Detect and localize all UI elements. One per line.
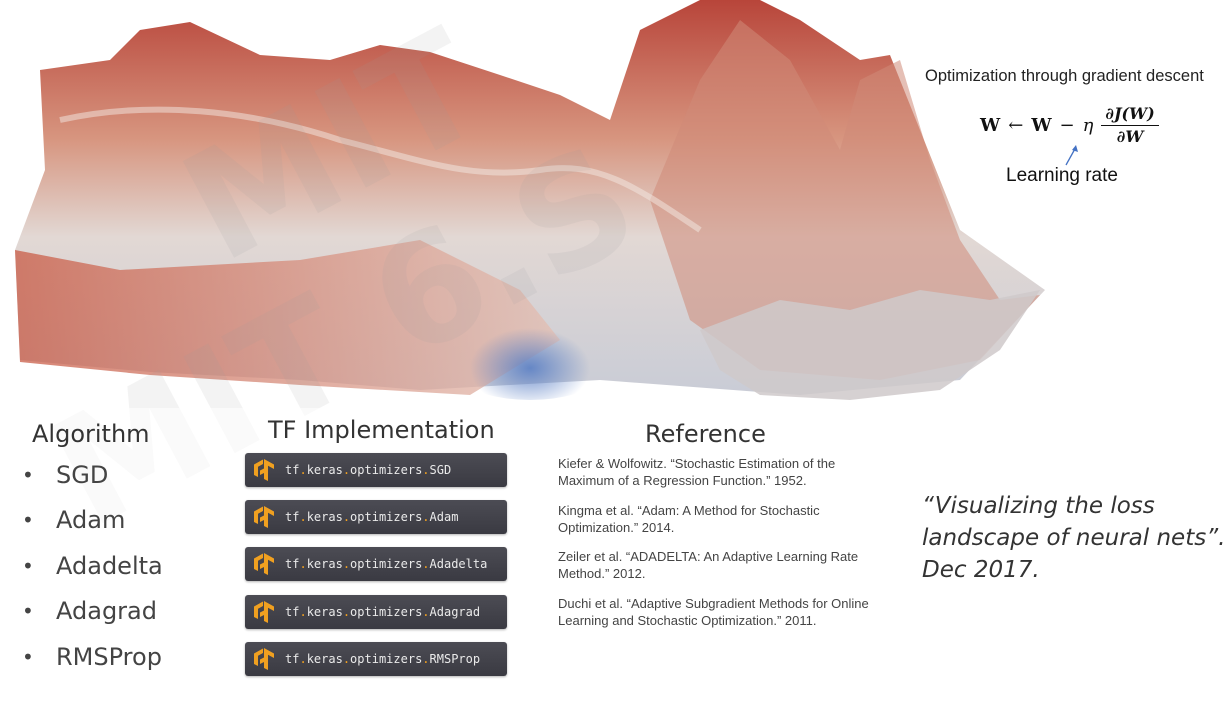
tf-code-badge: tf.keras.optimizers.Adam: [245, 500, 507, 535]
reference-list: Kiefer & Wolfowitz. “Stochastic Estimati…: [558, 455, 888, 641]
algorithm-name: Adam: [56, 506, 126, 535]
algorithm-list: • SGD • Adam • Adadelta • Adagrad • RMSProp: [22, 452, 163, 680]
reference-item: Duchi et al. “Adaptive Subgradient Metho…: [558, 595, 869, 628]
loss-landscape-illustration: [15, 0, 1045, 400]
landscape-valley: [410, 240, 650, 400]
formula-eta: η: [1082, 114, 1094, 136]
tf-code-text: tf.keras.optimizers.Adam: [285, 510, 459, 525]
formula-numerator: ∂J(W): [1101, 104, 1159, 126]
list-item: • RMSProp: [22, 634, 163, 680]
bullet: •: [22, 462, 34, 487]
tf-code-badge: tf.keras.optimizers.RMSProp: [245, 641, 507, 676]
list-item: • Adagrad: [22, 589, 163, 635]
tf-code-badge: tf.keras.optimizers.Adagrad: [245, 594, 507, 629]
tf-code-text: tf.keras.optimizers.SGD: [285, 463, 452, 477]
tensorflow-logo-icon: [254, 600, 274, 623]
reference-item: Kiefer & Wolfowitz. “Stochastic Estimati…: [558, 456, 836, 488]
algorithm-name: Adagrad: [56, 597, 157, 626]
reference-header: Reference: [645, 420, 766, 448]
tf-code-badge: tf.keras.optimizers.Adadelta: [245, 547, 507, 582]
formula-fraction: ∂J(W) ∂W: [1101, 104, 1159, 146]
formula-denominator: ∂W: [1116, 127, 1144, 146]
formula-rhs-w: W: [1031, 114, 1052, 136]
tf-code-badge: tf.keras.optimizers.SGD: [245, 453, 507, 487]
formula-arrow: ←: [1008, 114, 1024, 136]
tensorflow-logo-icon: [254, 459, 274, 481]
landscape-front-rocks: [700, 290, 1040, 400]
algorithm-name: Adadelta: [56, 551, 163, 580]
learning-rate-arrow-icon: [1065, 145, 1078, 166]
landscape-ridge-highlight: [59, 106, 702, 233]
algorithm-header: Algorithm: [32, 420, 150, 448]
tensorflow-logo-icon: [254, 553, 274, 576]
tf-code-text: tf.keras.optimizers.RMSProp: [285, 651, 481, 666]
gradient-descent-formula: W ← W − η ∂J(W) ∂W: [980, 104, 1159, 146]
tf-implementation-header: TF Implementation: [268, 416, 495, 444]
tensorflow-logo-icon: [254, 647, 274, 670]
reference-item: Zeiler et al. “ADADELTA: An Adaptive Lea…: [558, 549, 859, 582]
list-item: • Adam: [22, 498, 163, 544]
tensorflow-logo-icon: [254, 506, 274, 529]
bullet: •: [22, 553, 34, 578]
landscape-right-peaks: [650, 20, 1040, 380]
formula-lhs: W: [980, 114, 1001, 136]
tf-code-text: tf.keras.optimizers.Adagrad: [285, 604, 481, 619]
formula-minus: −: [1059, 114, 1075, 136]
bullet: •: [22, 599, 34, 624]
reference-item: Kingma et al. “Adam: A Method for Stocha…: [558, 502, 820, 535]
learning-rate-label: Learning rate: [1006, 165, 1118, 186]
tf-code-text: tf.keras.optimizers.Adadelta: [285, 557, 488, 572]
tf-implementation-list: tf.keras.optimizers.SGD tf.keras.optimiz…: [245, 453, 507, 689]
list-item: • SGD: [22, 452, 163, 498]
algorithm-name: SGD: [56, 460, 109, 489]
source-citation-quote: “Visualizing the loss landscape of neura…: [922, 493, 1226, 583]
bullet: •: [22, 644, 34, 669]
algorithm-name: RMSProp: [56, 642, 162, 671]
bullet: •: [22, 508, 34, 533]
list-item: • Adadelta: [22, 543, 163, 589]
optimization-title: Optimization through gradient descent: [925, 67, 1204, 85]
